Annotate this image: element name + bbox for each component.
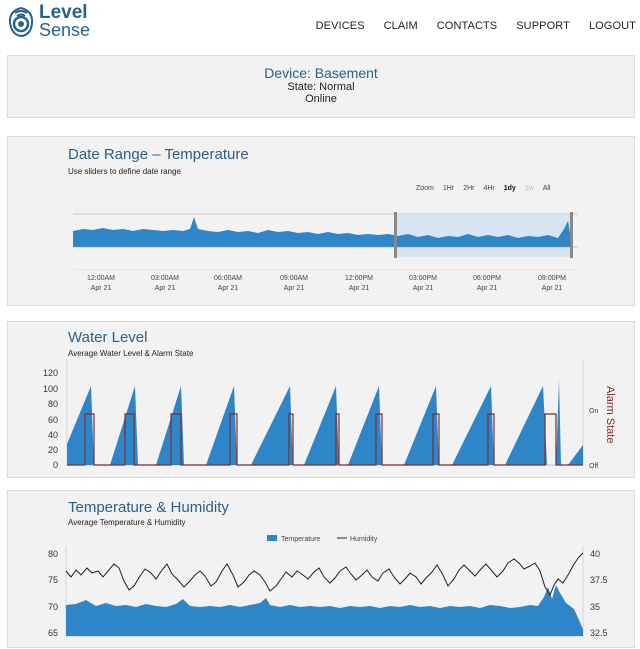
humidity-y-tick-40: 40 (590, 549, 600, 559)
date-range-chart[interactable]: 12:00AM 03:00AM 06:00AM 09:00AM 12:00PM … (8, 137, 636, 307)
time-label-0: 12:00AM (87, 275, 115, 282)
range-selection[interactable] (395, 213, 571, 257)
range-handle-left[interactable] (394, 212, 397, 258)
alarm-axis: On Off Alarm State (589, 386, 616, 470)
legend-temperature-swatch (267, 535, 277, 541)
temp-legend: Temperature Humidity (267, 535, 378, 543)
zoom-1hr[interactable]: 1Hr (442, 185, 455, 192)
zoom-1w[interactable]: 1w (524, 185, 534, 192)
nav-logout[interactable]: LOGOUT (588, 20, 636, 32)
time-label-4: 12:00PM (345, 275, 373, 282)
logo-icon (8, 7, 34, 38)
zoom-4hr[interactable]: 4Hr (483, 185, 495, 192)
nav-contacts[interactable]: CONTACTS (436, 20, 498, 32)
temperature-overview-area (73, 217, 573, 247)
temp-y-tick-80: 80 (48, 549, 58, 559)
time-label-6: 06:00PM (473, 275, 501, 282)
logo-line1: Level (39, 2, 88, 23)
date-label-7: Apr 21 (542, 285, 563, 292)
water-level-panel: Water Level Average Water Level & Alarm … (7, 321, 635, 478)
alarm-tick-off: Off (589, 463, 598, 470)
time-label-1: 03:00AM (151, 275, 179, 282)
water-y-tick-0: 0 (53, 460, 58, 470)
zoom-2hr[interactable]: 2Hr (463, 185, 475, 192)
zoom-label: Zoom (416, 185, 434, 192)
temp-y-tick-65: 65 (48, 628, 58, 638)
date-range-panel: Date Range – Temperature Use sliders to … (7, 136, 635, 306)
time-label-7: 09:00PM (538, 275, 566, 282)
date-label-2: Apr 21 (218, 285, 239, 292)
water-y-tick-80: 80 (48, 399, 58, 409)
date-label-3: Apr 21 (284, 285, 305, 292)
device-title: Device: Basement (264, 65, 378, 81)
humidity-y-tick-35: 35 (590, 602, 600, 612)
water-y-tick-100: 100 (43, 384, 58, 394)
water-y-axis: 120 100 80 60 40 20 0 (43, 368, 58, 470)
nav-support[interactable]: SUPPORT (516, 20, 570, 32)
logo-line2: Sense (39, 20, 91, 40)
date-label-0: Apr 21 (91, 285, 112, 292)
legend-humidity: Humidity (350, 536, 378, 543)
temperature-humidity-panel: Temperature & Humidity Average Temperatu… (7, 490, 635, 648)
water-y-tick-40: 40 (48, 430, 58, 440)
top-bar: Level Sense DEVICES CLAIM CONTACTS SUPPO… (0, 0, 640, 44)
time-label-3: 09:00AM (280, 275, 308, 282)
zoom-all[interactable]: All (542, 185, 551, 192)
water-y-tick-60: 60 (48, 415, 58, 425)
humidity-line (65, 552, 584, 597)
date-label-5: Apr 21 (413, 285, 434, 292)
temp-humidity-title: Temperature & Humidity (68, 499, 229, 516)
temp-y-right-axis: 40 37.5 35 32.5 (590, 549, 608, 638)
temp-humidity-subtitle: Average Temperature & Humidity (68, 518, 186, 527)
date-range-subtitle: Use sliders to define date range (68, 167, 181, 176)
device-panel: Device: Basement State: Normal Online (7, 55, 635, 118)
temp-humidity-chart: Temperature Humidity 80 75 70 65 40 37.5… (48, 535, 608, 638)
main-nav: DEVICES CLAIM CONTACTS SUPPORT LOGOUT (297, 20, 636, 32)
level-sense-logo[interactable]: Level Sense (6, 3, 106, 41)
water-level-area (67, 380, 583, 465)
water-level-title: Water Level (68, 329, 148, 346)
temperature-area (66, 585, 583, 636)
water-level-chart: 120 100 80 60 40 20 0 On Off Alarm State (43, 360, 616, 470)
legend-temperature: Temperature (281, 536, 320, 543)
time-label-2: 06:00AM (214, 275, 242, 282)
temp-y-left-axis: 80 75 70 65 (48, 549, 58, 638)
zoom-selector: Zoom 1Hr 2Hr 4Hr 1dy 1w All (416, 185, 560, 192)
time-axis: 12:00AM 03:00AM 06:00AM 09:00AM 12:00PM … (87, 275, 566, 292)
zoom-1dy[interactable]: 1dy (503, 185, 516, 192)
alarm-tick-on: On (589, 408, 598, 415)
date-label-6: Apr 21 (477, 285, 498, 292)
water-level-subtitle: Average Water Level & Alarm State (68, 349, 194, 358)
range-handle-right[interactable] (570, 212, 573, 258)
alarm-state-line (67, 413, 583, 466)
device-status: Online (305, 93, 337, 105)
humidity-y-tick-32.5: 32.5 (590, 628, 608, 638)
humidity-y-tick-37.5: 37.5 (590, 575, 608, 585)
nav-claim[interactable]: CLAIM (383, 20, 418, 32)
device-state: State: Normal (287, 81, 355, 93)
date-range-title: Date Range – Temperature (68, 146, 249, 163)
nav-devices[interactable]: DEVICES (315, 20, 365, 32)
temp-y-tick-75: 75 (48, 575, 58, 585)
alarm-state-label: Alarm State (604, 386, 616, 443)
water-y-tick-120: 120 (43, 368, 58, 378)
time-label-5: 03:00PM (409, 275, 437, 282)
date-label-4: Apr 21 (349, 285, 370, 292)
temp-y-tick-70: 70 (48, 602, 58, 612)
date-label-1: Apr 21 (155, 285, 176, 292)
water-y-tick-20: 20 (48, 445, 58, 455)
